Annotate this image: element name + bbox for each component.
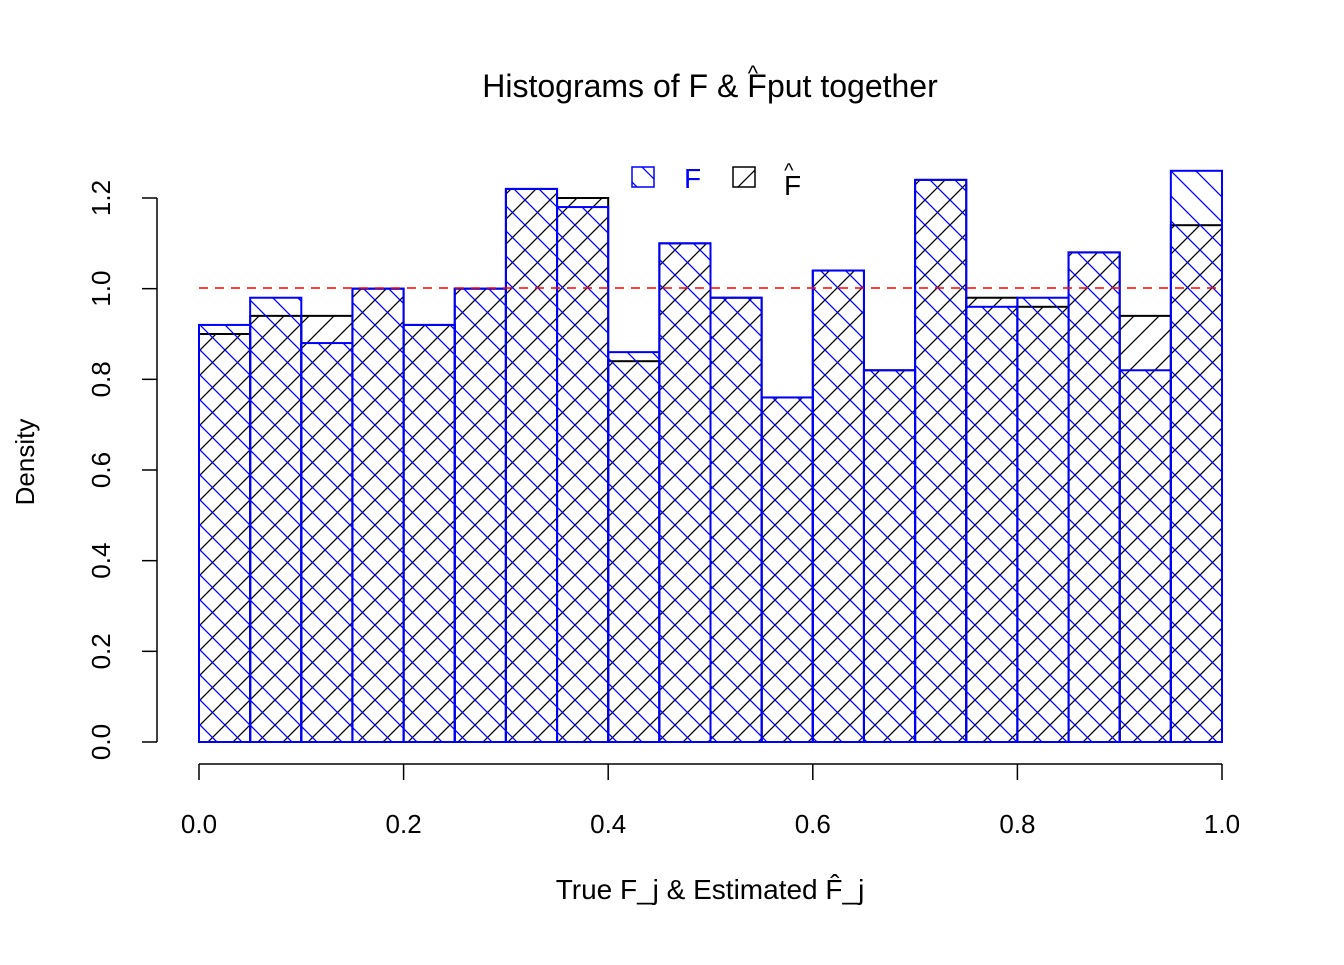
bar-f-2	[300, 342, 354, 743]
bar-f-3	[351, 287, 405, 743]
x-tick-label: 0.8	[999, 809, 1035, 839]
y-axis-label: Density	[10, 419, 40, 506]
x-tick-label: 0.2	[386, 809, 422, 839]
bar-f-12	[811, 269, 865, 743]
x-tick-label: 0.0	[181, 809, 217, 839]
bar-f-19	[1169, 169, 1223, 744]
y-tick-label: 1.0	[86, 271, 116, 307]
bar-f-15	[965, 305, 1019, 743]
y-tick-label: 0.6	[86, 452, 116, 488]
bar-f-1	[249, 296, 303, 743]
bar-f-7	[556, 206, 610, 744]
bar-f-5	[453, 287, 507, 743]
y-tick-label: 1.2	[86, 180, 116, 216]
legend-label-fhat: F^	[784, 160, 801, 201]
bar-f-16	[1016, 296, 1070, 743]
series-f-bars	[198, 169, 1223, 744]
y-tick-label: 0.0	[86, 724, 116, 760]
bar-f-17	[1067, 251, 1121, 743]
legend-swatch-fhat	[732, 166, 756, 188]
bar-f-11	[760, 396, 814, 743]
x-tick-label: 0.6	[795, 809, 831, 839]
bar-f-4	[402, 323, 456, 743]
y-tick-label: 0.4	[86, 543, 116, 579]
legend: F F^	[631, 160, 801, 201]
bar-f-6	[504, 187, 559, 743]
bar-f-18	[1118, 369, 1172, 743]
x-axis: 0.0 0.2 0.4 0.6 0.8 1.0	[181, 763, 1240, 839]
y-axis: 0.0 0.2 0.4 0.6 0.8 1.0 1.2	[86, 180, 158, 760]
bar-f-0	[198, 323, 252, 743]
bar-f-8	[607, 351, 661, 743]
legend-swatch-f	[631, 166, 655, 188]
bar-f-13	[862, 369, 917, 743]
chart-title: Histograms of F & F^ put together	[482, 61, 938, 104]
bar-f-10	[709, 296, 763, 743]
x-tick-label: 0.4	[590, 809, 626, 839]
legend-label-f: F	[684, 163, 701, 194]
y-tick-label: 0.8	[86, 361, 116, 397]
y-tick-label: 0.2	[86, 633, 116, 669]
bar-f-9	[658, 242, 712, 743]
x-tick-label: 1.0	[1204, 809, 1240, 839]
bar-f-14	[914, 178, 968, 744]
x-axis-label: True F_j & Estimated F̂_j	[556, 874, 865, 905]
